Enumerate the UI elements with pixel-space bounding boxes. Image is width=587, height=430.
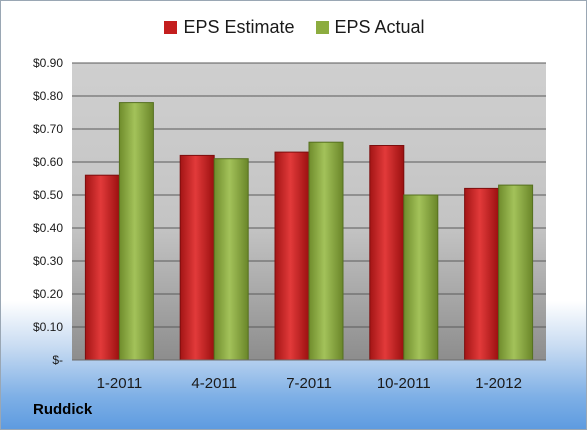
bar-actual-1-2011 — [118, 102, 154, 361]
y-tick-label: $0.50 — [33, 188, 63, 202]
y-tick-label: $0.20 — [33, 287, 63, 301]
y-tick-label: $0.90 — [33, 56, 63, 70]
y-axis-labels: $- $0.10 $0.20 $0.30 $0.40 $0.50 $0.60 $0.70 $0.… — [33, 56, 63, 367]
y-tick-label: $0.40 — [33, 221, 63, 235]
y-tick-label: $0.60 — [33, 155, 63, 169]
bar-estimate-10-2011 — [369, 145, 405, 361]
x-tick-label: 1-2011 — [97, 375, 143, 392]
legend-item-actual: EPS Actual — [315, 17, 425, 38]
y-tick-label: $0.10 — [33, 320, 63, 334]
x-axis-labels: 1-2011 4-2011 7-2011 10-2011 1-2012 — [97, 375, 522, 392]
bar-actual-4-2011 — [213, 158, 249, 361]
x-tick-label: 10-2011 — [377, 375, 431, 392]
y-tick-label: $0.70 — [33, 122, 63, 136]
legend-label-actual: EPS Actual — [334, 17, 425, 37]
bar-actual-10-2011 — [403, 194, 439, 361]
x-tick-label: 1-2012 — [475, 375, 522, 392]
bar-actual-7-2011 — [308, 141, 344, 361]
bar-actual-1-2012 — [498, 184, 534, 361]
legend-item-estimate: EPS Estimate — [164, 17, 294, 38]
bar-estimate-4-2011 — [179, 154, 215, 361]
bar-estimate-1-2012 — [464, 187, 500, 361]
bar-estimate-7-2011 — [274, 151, 310, 361]
company-label: Ruddick — [33, 401, 93, 418]
bar-estimate-1-2011 — [84, 174, 120, 361]
x-tick-label: 4-2011 — [191, 375, 237, 392]
legend-swatch-estimate — [164, 21, 178, 34]
legend-swatch-actual — [315, 21, 329, 34]
legend: EPS Estimate EPS Actual — [1, 17, 587, 39]
y-tick-label: $0.80 — [33, 89, 63, 103]
y-tick-label: $0.30 — [33, 254, 63, 268]
legend-label-estimate: EPS Estimate — [183, 17, 295, 37]
x-tick-label: 7-2011 — [286, 375, 332, 392]
y-tick-label: $- — [52, 353, 63, 367]
